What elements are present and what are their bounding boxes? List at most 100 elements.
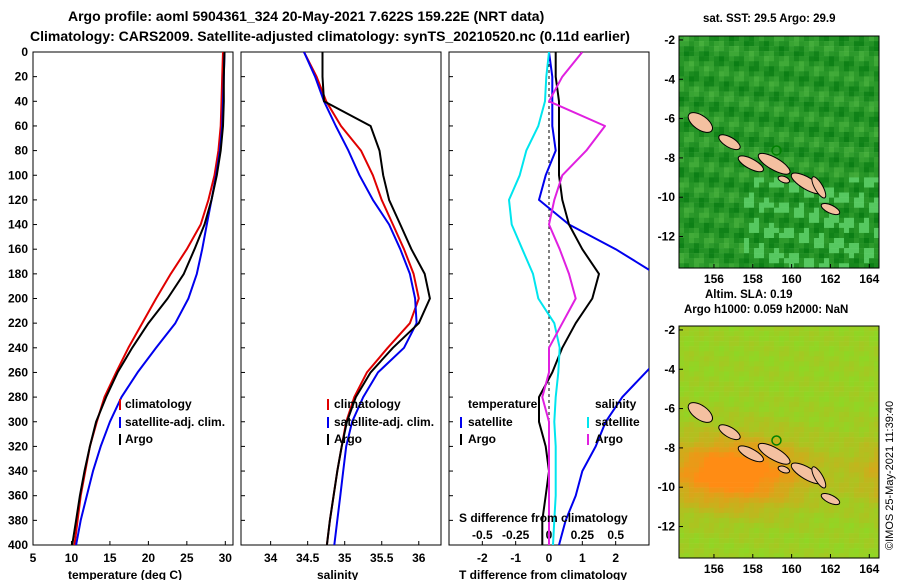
map-cell [799,192,805,198]
map-cell [764,187,770,193]
map-cell [824,162,830,168]
map-cell [849,167,855,173]
x-tick-label: -2 [477,551,488,565]
map-cell [714,116,720,123]
map-cell [844,207,850,213]
map-cell [774,258,780,264]
map-cell [804,371,810,377]
legend-swatch-climatology [119,399,121,410]
map-cell [744,46,750,52]
map-cell [819,121,825,128]
map-cell [864,533,870,539]
map-cell [724,533,730,539]
map-cell [844,137,850,143]
map-cell [794,487,800,493]
map-cell [744,227,750,234]
depth-tick-label: 160 [8,242,28,256]
map-cell [689,162,695,168]
map-cell [844,548,850,554]
map-cell [814,111,820,118]
map-cell [864,157,870,163]
map-cell [679,507,685,514]
map-cell [834,447,840,453]
map-cell [694,147,700,153]
map-cell [699,386,705,392]
map-cell [864,66,870,72]
map-cell [779,391,785,397]
temperature-series [71,52,226,545]
argo-location-marker [771,145,782,156]
map-cell [744,472,750,478]
map-cell [819,56,825,62]
map-cell [789,217,795,224]
map-cell [684,162,690,168]
map-cell [829,366,835,372]
map-cell [784,386,790,392]
map-cell [699,81,705,87]
map-cell [779,248,785,254]
map-cell [804,351,810,357]
map-cell [789,248,795,254]
map-cell [764,517,770,524]
map-cell [679,147,685,153]
map-cell [679,101,685,107]
map-cell [714,36,720,42]
map-cell [719,391,725,397]
map-cell [804,416,810,423]
map-cell [759,96,765,102]
map-cell [759,177,765,183]
map-cell [704,553,710,559]
legend-swatch-sal-argo [587,434,589,445]
map-cell [874,517,880,524]
map-cell [739,396,745,402]
map-cell [769,416,775,423]
map-cell [864,36,870,42]
map-cell [719,487,725,493]
map-cell [829,36,835,42]
map-cell [864,192,870,198]
map-cell [714,386,720,392]
map-cell [829,442,835,448]
map-cell [869,467,875,473]
map-cell [679,462,685,468]
map-y-tick-label: -10 [658,480,676,494]
map-cell [834,396,840,402]
map-cell [824,56,830,62]
map-cell [764,467,770,473]
map-cell [694,61,700,67]
map-cell [804,533,810,539]
map-cell [834,391,840,397]
map-cell [754,492,760,498]
map-cell [714,111,720,118]
map-cell [734,442,740,448]
map-cell [754,227,760,234]
map-cell [864,172,870,178]
map-cell [729,248,735,254]
map-cell [834,517,840,524]
map-cell [739,376,745,382]
map-cell [849,406,855,413]
map-cell [749,238,755,244]
map-cell [844,492,850,498]
map-cell [709,96,715,102]
map-cell [754,56,760,62]
map-cell [709,217,715,224]
map-cell [724,243,730,249]
map-cell [794,437,800,443]
map-cell [719,152,725,158]
map-cell [734,396,740,402]
map-cell [749,361,755,367]
map-cell [739,366,745,372]
map-cell [729,177,735,183]
map-cell [814,331,820,337]
map-cell [729,91,735,97]
map-cell [799,326,805,332]
map-cell [689,341,695,347]
map-cell [809,376,815,382]
map-cell [834,553,840,559]
map-cell [684,487,690,493]
map-cell [739,238,745,244]
map-cell [824,472,830,478]
map-cell [759,391,765,397]
map-cell [714,381,720,387]
